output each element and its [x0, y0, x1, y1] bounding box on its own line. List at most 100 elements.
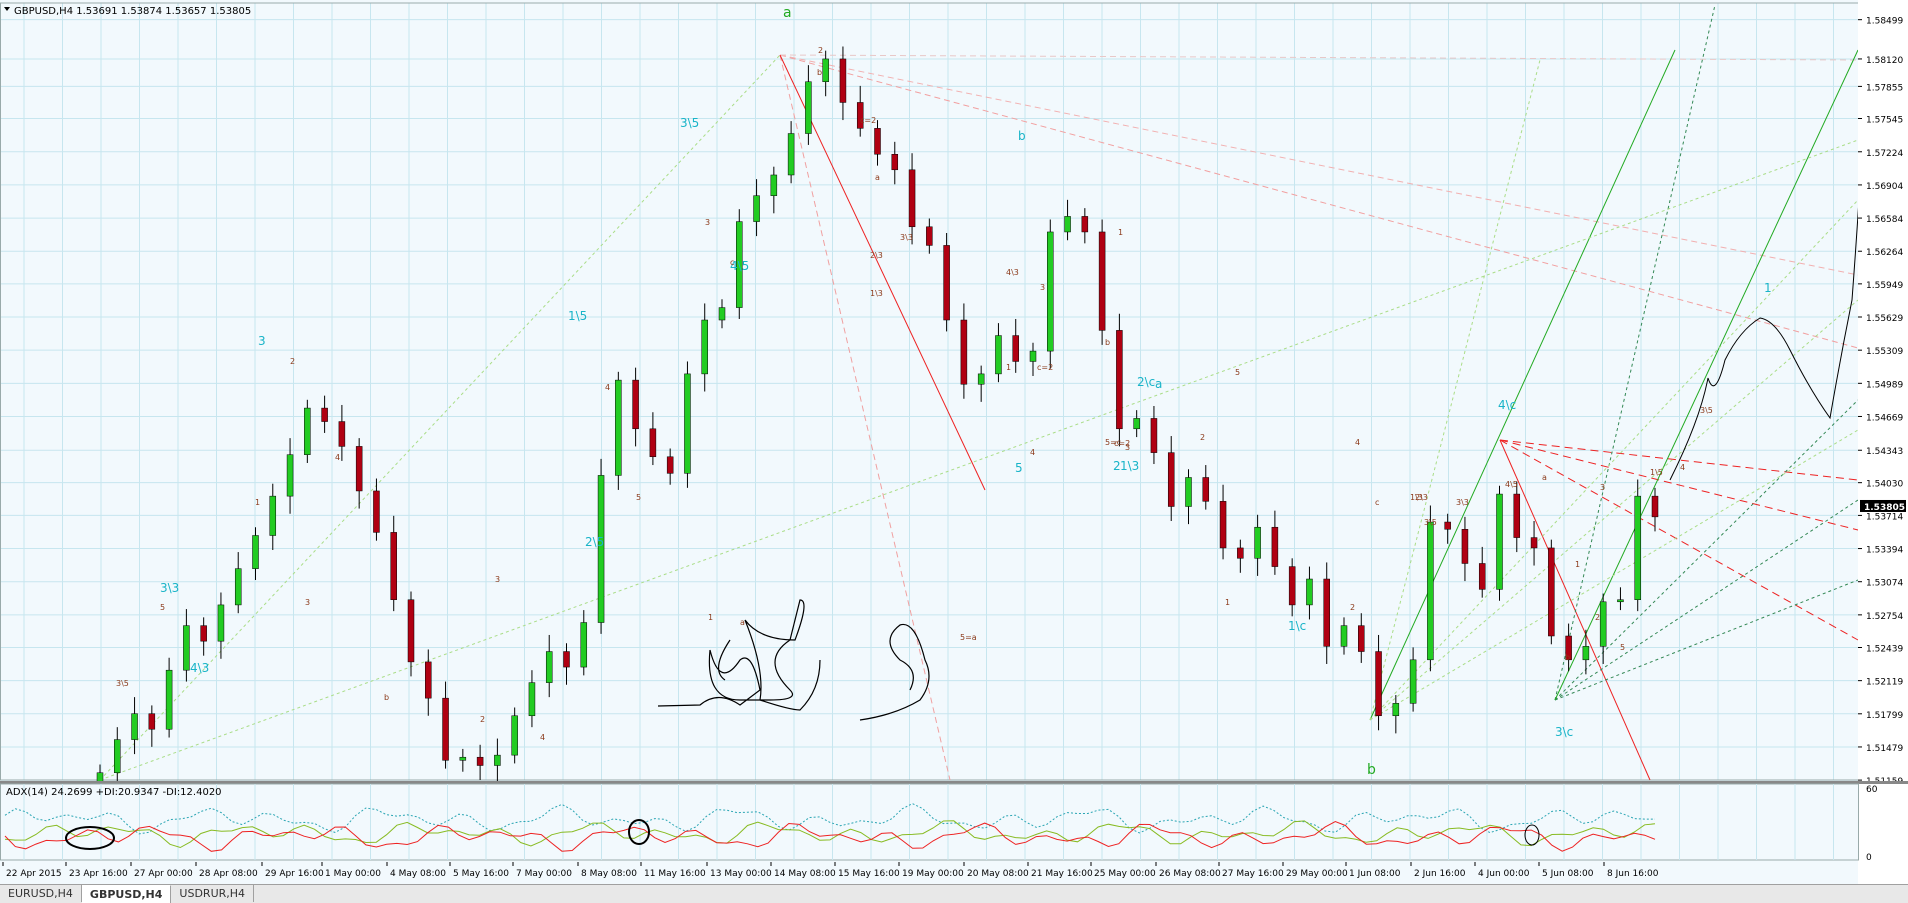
- price-tick-label: 1.51479: [1866, 744, 1903, 754]
- price-axis[interactable]: 1.58499 1.58120 1.57855 1.57545 1.57224 1.569…: [1858, 0, 1908, 884]
- candle-bull: [1340, 625, 1348, 647]
- wave-label: 2: [1350, 603, 1355, 612]
- wave-label: 1\3: [1410, 493, 1423, 502]
- candle-bear: [1513, 493, 1521, 538]
- wave-label: 3: [305, 598, 310, 607]
- candle-bear: [1288, 566, 1296, 606]
- wave-label: c=2: [1114, 439, 1130, 448]
- price-tick-label: 1.55949: [1866, 281, 1903, 291]
- candle-bull: [1409, 659, 1417, 704]
- candle-bear: [1461, 529, 1469, 564]
- candle-bull: [701, 319, 708, 375]
- fan-lines: [99, 4, 1859, 781]
- wave-label: 2: [290, 357, 295, 366]
- wave-label: c: [1375, 498, 1379, 507]
- adx-pane[interactable]: 60 0: [0, 781, 1908, 863]
- candle-bull: [1617, 599, 1624, 603]
- price-tick-label: 1.51799: [1866, 711, 1903, 721]
- wave-label: c=2: [1037, 363, 1053, 372]
- wave-label: 3\5: [1700, 406, 1713, 415]
- candle-bear: [856, 102, 864, 129]
- indicator-header: ADX(14) 24.2699 +DI:20.9347 -DI:12.4020: [6, 787, 222, 798]
- candle-bull: [736, 221, 743, 308]
- candle-bull: [304, 407, 311, 455]
- wave-label: 1: [708, 613, 713, 622]
- candle-bull: [1392, 703, 1400, 717]
- candle-bear: [891, 154, 899, 171]
- time-tick-label: 4 Jun 00:00: [1478, 869, 1530, 879]
- wave-label: 4: [605, 383, 610, 392]
- price-tick-label: 1.58120: [1866, 56, 1903, 66]
- wave-label: 3\5: [680, 116, 699, 130]
- wave-label: 1: [1118, 228, 1123, 237]
- candle-bull: [511, 715, 518, 756]
- fan-line: [1499, 439, 1651, 781]
- wave-label: b: [1105, 338, 1110, 347]
- tab-gbpusd[interactable]: GBPUSD,H4: [81, 885, 172, 903]
- drawn-objects[interactable]: [657, 127, 1869, 721]
- time-tick-label: 8 Jun 16:00: [1607, 869, 1659, 879]
- price-axis-bg: [1858, 0, 1908, 884]
- candle-bear: [632, 379, 639, 430]
- wave-label: 3\3: [160, 581, 179, 595]
- wave-label: a: [740, 618, 745, 627]
- price-tick-label: 1.52439: [1866, 644, 1903, 654]
- highlight-ellipse: [628, 819, 650, 845]
- price-tick-label: 1.53074: [1866, 579, 1903, 589]
- wave-label: 1: [1006, 363, 1011, 372]
- dropdown-triangle-icon[interactable]: [4, 7, 10, 11]
- price-tick-label: 1.56264: [1866, 248, 1903, 258]
- candle-bear: [390, 532, 397, 600]
- candles[interactable]: [96, 46, 1659, 794]
- adx-line: [4, 803, 1655, 835]
- candle-bull: [494, 754, 501, 766]
- pane-separator: [0, 781, 1908, 784]
- candle-bear: [1271, 526, 1279, 567]
- wave-label: 1\5: [568, 309, 587, 323]
- wave-label: b: [384, 693, 389, 702]
- candle-bear: [1150, 418, 1158, 453]
- wave-label: 4\5: [1505, 480, 1518, 489]
- adx-axis-label: 0: [1866, 853, 1872, 863]
- candle-bull: [787, 133, 795, 176]
- time-axis[interactable]: 22 Apr 2015 23 Apr 16:00 27 Apr 00:00 28 Ap…: [2, 862, 1659, 879]
- time-tick-label: 21 May 16:00: [1031, 869, 1093, 879]
- candle-bear: [425, 661, 432, 699]
- candle-bear: [442, 697, 449, 761]
- price-tick-label: 1.54989: [1866, 380, 1903, 390]
- candle-bear: [839, 58, 847, 103]
- time-tick-label: 4 May 08:00: [390, 869, 446, 879]
- wave-label: a: [875, 173, 880, 182]
- time-tick-label: 23 Apr 16:00: [69, 869, 128, 879]
- price-tick-label: 1.53714: [1866, 512, 1903, 522]
- wave-label: 2: [1113, 459, 1121, 473]
- current-price-label: 1.53805: [1864, 503, 1905, 513]
- wave-label: 3: [495, 575, 500, 584]
- tab-usdrur[interactable]: USDRUR,H4: [171, 885, 255, 902]
- candle-bull: [459, 756, 467, 761]
- wave-label: 3: [705, 218, 710, 227]
- wave-label: b: [1018, 129, 1026, 143]
- time-tick-label: 11 May 16:00: [644, 869, 706, 879]
- time-tick-label: 28 Apr 08:00: [199, 869, 258, 879]
- current-price-marker: [1860, 499, 1906, 512]
- fan-line: [1369, 199, 1859, 721]
- candle-bear: [407, 599, 415, 663]
- wave-label: 4\5: [730, 259, 749, 273]
- candle-bear: [200, 625, 207, 642]
- fan-line: [99, 54, 781, 781]
- candle-bear: [874, 128, 881, 155]
- tab-eurusd[interactable]: EURUSD,H4: [0, 885, 82, 902]
- price-tick-label: 1.52754: [1866, 612, 1903, 622]
- price-tick-label: 1.57224: [1866, 149, 1903, 159]
- wave-label: 4\c: [1498, 398, 1516, 412]
- candle-bull: [1029, 350, 1037, 362]
- time-tick-label: 27 Apr 00:00: [134, 869, 193, 879]
- candle-bull: [165, 669, 173, 730]
- candle-bull: [528, 682, 536, 717]
- fan-line: [1499, 439, 1859, 481]
- price-tick-label: 1.53394: [1866, 546, 1903, 556]
- wave-label: 3: [1040, 283, 1045, 292]
